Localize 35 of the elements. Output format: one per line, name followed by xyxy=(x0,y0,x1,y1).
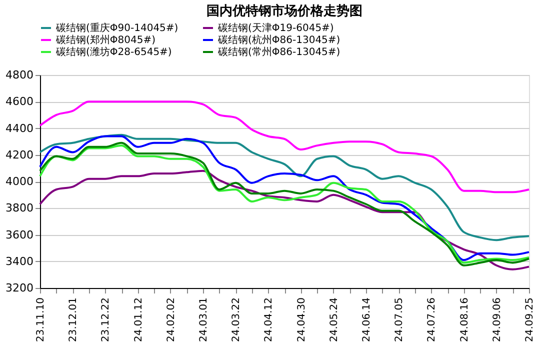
x-tick-label: 24.09.25 xyxy=(524,298,536,342)
x-tick-label: 24.04.12 xyxy=(264,298,275,342)
y-tick-label: 4400 xyxy=(6,122,34,135)
line-series xyxy=(39,100,530,194)
y-tick-label: 3400 xyxy=(6,254,34,268)
x-tick-label: 24.03.22 xyxy=(231,298,242,342)
y-tick-label: 4000 xyxy=(6,175,34,188)
line-series xyxy=(39,134,530,242)
x-tick-label: 24.03.01 xyxy=(198,298,210,342)
legend-label: 碳结钢(天津Φ19-6045#) xyxy=(217,22,334,34)
x-tick-label: 24.09.06 xyxy=(492,298,503,342)
x-tick-label: 24.07.26 xyxy=(426,298,438,342)
x-tick-label: 24.05.24 xyxy=(328,298,340,342)
x-tick-label: 24.01.12 xyxy=(133,298,144,342)
y-tick-label: 3200 xyxy=(6,282,34,294)
x-tick-label: 23.12.22 xyxy=(100,298,112,342)
y-tick-label: 3800 xyxy=(6,202,34,215)
y-tick-label: 4800 xyxy=(6,68,34,82)
x-tick-label: 24.06.14 xyxy=(362,298,372,342)
x-tick-label: 24.04.30 xyxy=(296,298,308,342)
x-tick-label: 24.02.02 xyxy=(166,298,177,342)
x-tick-label: 23.11.10 xyxy=(36,298,46,342)
y-tick-label: 4600 xyxy=(6,95,34,108)
y-tick-label: 3600 xyxy=(6,228,34,242)
x-tick-label: 24.07.05 xyxy=(394,298,406,342)
y-tick-label: 4200 xyxy=(6,148,34,162)
chart-title: 国内优特钢市场价格走势图 xyxy=(206,3,362,19)
legend-label: 碳结钢(潍坊Φ28-6545#) xyxy=(55,46,172,58)
legend-label: 碳结钢(重庆Φ90-14045#) xyxy=(55,22,178,34)
legend-label: 碳结钢(杭州Φ86-13045#) xyxy=(217,34,340,46)
legend-label: 碳结钢(常州Φ86-13045#) xyxy=(217,46,340,58)
x-tick-label: 24.08.16 xyxy=(459,298,470,342)
line-series xyxy=(39,170,530,270)
x-tick-label: 23.12.01 xyxy=(68,298,80,342)
legend-label: 碳结钢(郑州Φ8045#) xyxy=(55,34,156,46)
